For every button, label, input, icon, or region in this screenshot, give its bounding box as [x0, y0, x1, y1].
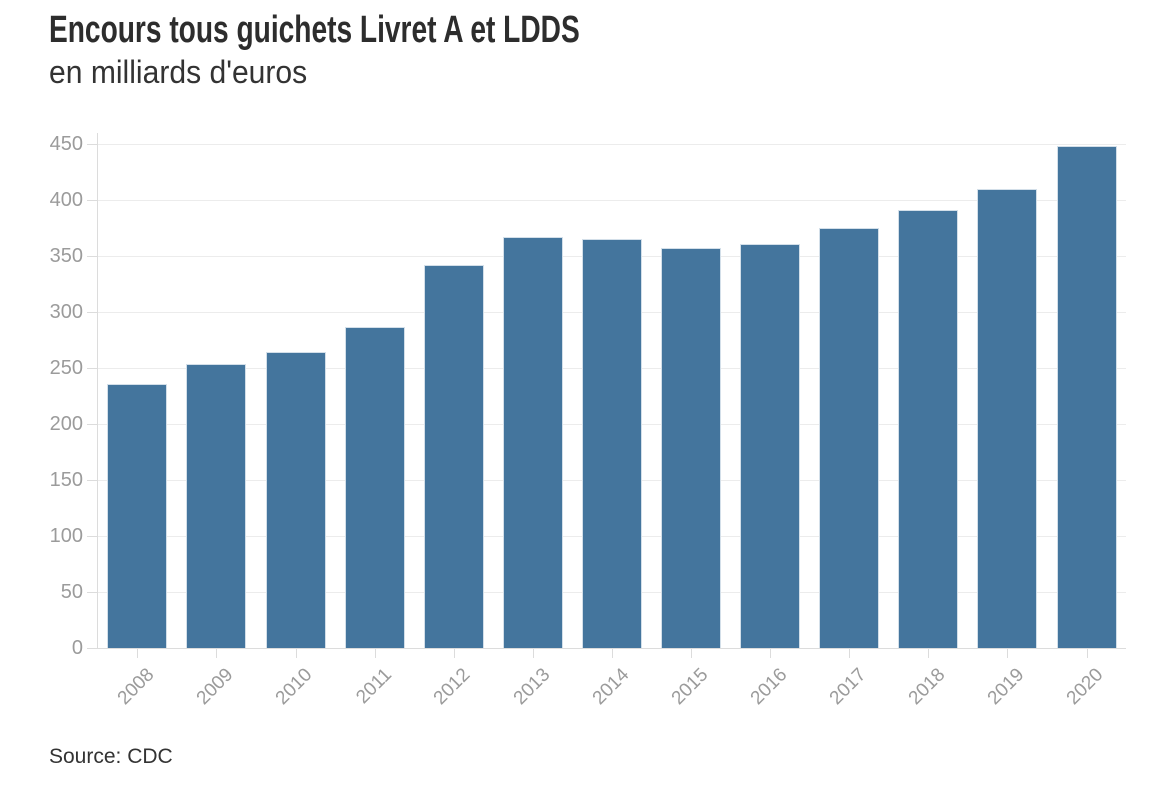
x-axis-label-text: 2008	[113, 664, 159, 710]
y-axis-tick	[87, 200, 97, 201]
x-axis-tick	[216, 649, 218, 658]
bar-2009	[186, 363, 247, 648]
x-axis-tick	[374, 649, 376, 658]
bar-2019	[977, 188, 1038, 648]
bar-2018	[898, 210, 959, 648]
x-axis-tick	[1086, 649, 1088, 658]
gridline	[98, 200, 1126, 201]
x-axis-label-text: 2009	[192, 664, 238, 710]
bar-2013	[502, 236, 563, 648]
y-axis-label: 250	[49, 357, 83, 379]
x-axis-tick	[691, 649, 692, 658]
source-attribution: Source: CDC	[49, 745, 173, 768]
x-axis-label-text: 2018	[904, 664, 950, 710]
chart-subtitle: en milliards d'euros	[49, 54, 308, 90]
x-axis-label-text: 2014	[588, 664, 634, 710]
y-axis-label: 200	[49, 413, 83, 435]
bar-2008	[107, 383, 168, 648]
bar-2016	[740, 243, 801, 648]
y-axis-tick	[87, 424, 97, 425]
y-axis-label: 50	[60, 581, 83, 603]
x-axis-tick	[137, 649, 139, 658]
y-axis-label: 350	[49, 245, 83, 267]
x-axis-label-text: 2015	[667, 664, 713, 710]
bar-2011	[344, 326, 405, 648]
x-axis-label-text: 2010	[271, 664, 317, 710]
x-axis-tick	[928, 649, 930, 658]
chart-title: Encours tous guichets Livret A et LDDS	[49, 9, 580, 51]
y-axis-label: 0	[71, 637, 83, 659]
bar-2020	[1056, 146, 1117, 648]
x-axis-tick	[453, 649, 455, 658]
y-axis-label: 450	[49, 133, 83, 155]
y-axis-label: 100	[49, 525, 83, 547]
y-axis-tick	[87, 312, 97, 313]
y-axis-tick	[87, 536, 97, 537]
x-axis-label-text: 2013	[509, 664, 554, 710]
x-axis-tick	[611, 649, 613, 658]
x-axis-label-text: 2012	[430, 664, 475, 710]
y-axis-label: 400	[49, 189, 83, 211]
x-axis-tick	[1007, 649, 1009, 658]
x-axis-tick	[849, 649, 851, 658]
x-axis-label-text: 2011	[351, 664, 396, 709]
x-axis-label-text: 2016	[746, 664, 792, 710]
x-axis-label-text: 2019	[983, 664, 1029, 710]
y-axis-tick	[87, 480, 97, 481]
y-axis-line	[97, 133, 98, 649]
y-axis-tick	[87, 592, 97, 593]
bar-2017	[819, 228, 880, 648]
y-axis-label: 150	[49, 469, 83, 491]
x-axis-label-text: 2017	[825, 664, 871, 710]
y-axis-tick	[87, 256, 97, 257]
bar-2010	[265, 352, 326, 648]
y-axis-tick	[87, 368, 97, 369]
bar-chart-plot-area: 0 50 100 150 200 250 300 350 400 450 2008 2009 2010 2…	[49, 133, 1126, 710]
y-axis-tick	[87, 648, 97, 649]
bar-2014	[581, 239, 642, 648]
bar-2015	[661, 248, 721, 648]
x-axis-tick	[532, 649, 534, 658]
gridline	[98, 144, 1126, 145]
x-axis-tick	[295, 649, 297, 658]
x-axis-line	[97, 648, 1126, 649]
x-axis-label-text: 2020	[1062, 664, 1108, 710]
y-axis-tick	[87, 144, 97, 145]
y-axis-label: 300	[49, 301, 83, 323]
x-axis-tick	[770, 649, 772, 658]
bar-2012	[423, 264, 484, 648]
